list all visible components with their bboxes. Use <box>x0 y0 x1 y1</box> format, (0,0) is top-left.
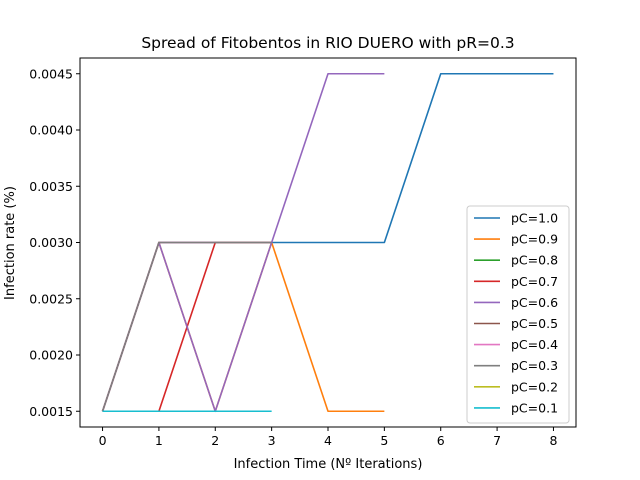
y-tick-label: 0.0040 <box>29 123 73 138</box>
y-axis: 0.0015 0.0020 0.0025 0.0030 0.0035 0.0040 0.00… <box>29 66 80 419</box>
legend-entry: pC=0.5 <box>511 316 558 331</box>
x-tick-label: 8 <box>549 433 557 448</box>
chart-title: Spread of Fitobentos in RIO DUERO with p… <box>141 34 514 52</box>
legend-entry: pC=0.8 <box>511 253 558 268</box>
x-tick-label: 2 <box>211 433 219 448</box>
legend-entry: pC=1.0 <box>511 211 558 226</box>
x-tick-label: 5 <box>380 433 388 448</box>
legend: pC=1.0 pC=0.9 pC=0.8 pC=0.7 pC=0.6 pC=0.5 pC=0… <box>466 205 570 424</box>
legend-entry: pC=0.7 <box>511 274 558 289</box>
x-tick-label: 6 <box>437 433 445 448</box>
y-tick-label: 0.0030 <box>29 235 73 250</box>
y-tick-label: 0.0045 <box>29 66 73 81</box>
plot-lines <box>101 72 554 413</box>
legend-entry: pC=0.9 <box>511 232 558 247</box>
legend-entry: pC=0.3 <box>511 358 558 373</box>
series-line-6 <box>101 241 216 412</box>
x-axis-label: Infection Time (Nº Iterations) <box>234 457 423 472</box>
series-line-5 <box>101 241 216 412</box>
legend-entry: pC=0.4 <box>511 337 558 352</box>
y-axis-label: Infection rate (%) <box>3 186 18 300</box>
y-tick-label: 0.0015 <box>29 404 73 419</box>
legend-entry: pC=0.6 <box>511 295 558 310</box>
x-tick-label: 4 <box>324 433 332 448</box>
x-tick-label: 0 <box>99 433 107 448</box>
x-tick-label: 1 <box>155 433 163 448</box>
y-tick-label: 0.0020 <box>29 348 73 363</box>
legend-entry: pC=0.1 <box>511 400 558 415</box>
y-tick-label: 0.0035 <box>29 179 73 194</box>
x-tick-label: 3 <box>268 433 276 448</box>
x-axis: 0 1 2 3 4 5 6 7 8 <box>99 427 557 448</box>
series-line-7 <box>101 241 272 412</box>
x-tick-label: 7 <box>493 433 501 448</box>
y-tick-label: 0.0025 <box>29 291 73 306</box>
legend-entry: pC=0.2 <box>511 379 558 394</box>
